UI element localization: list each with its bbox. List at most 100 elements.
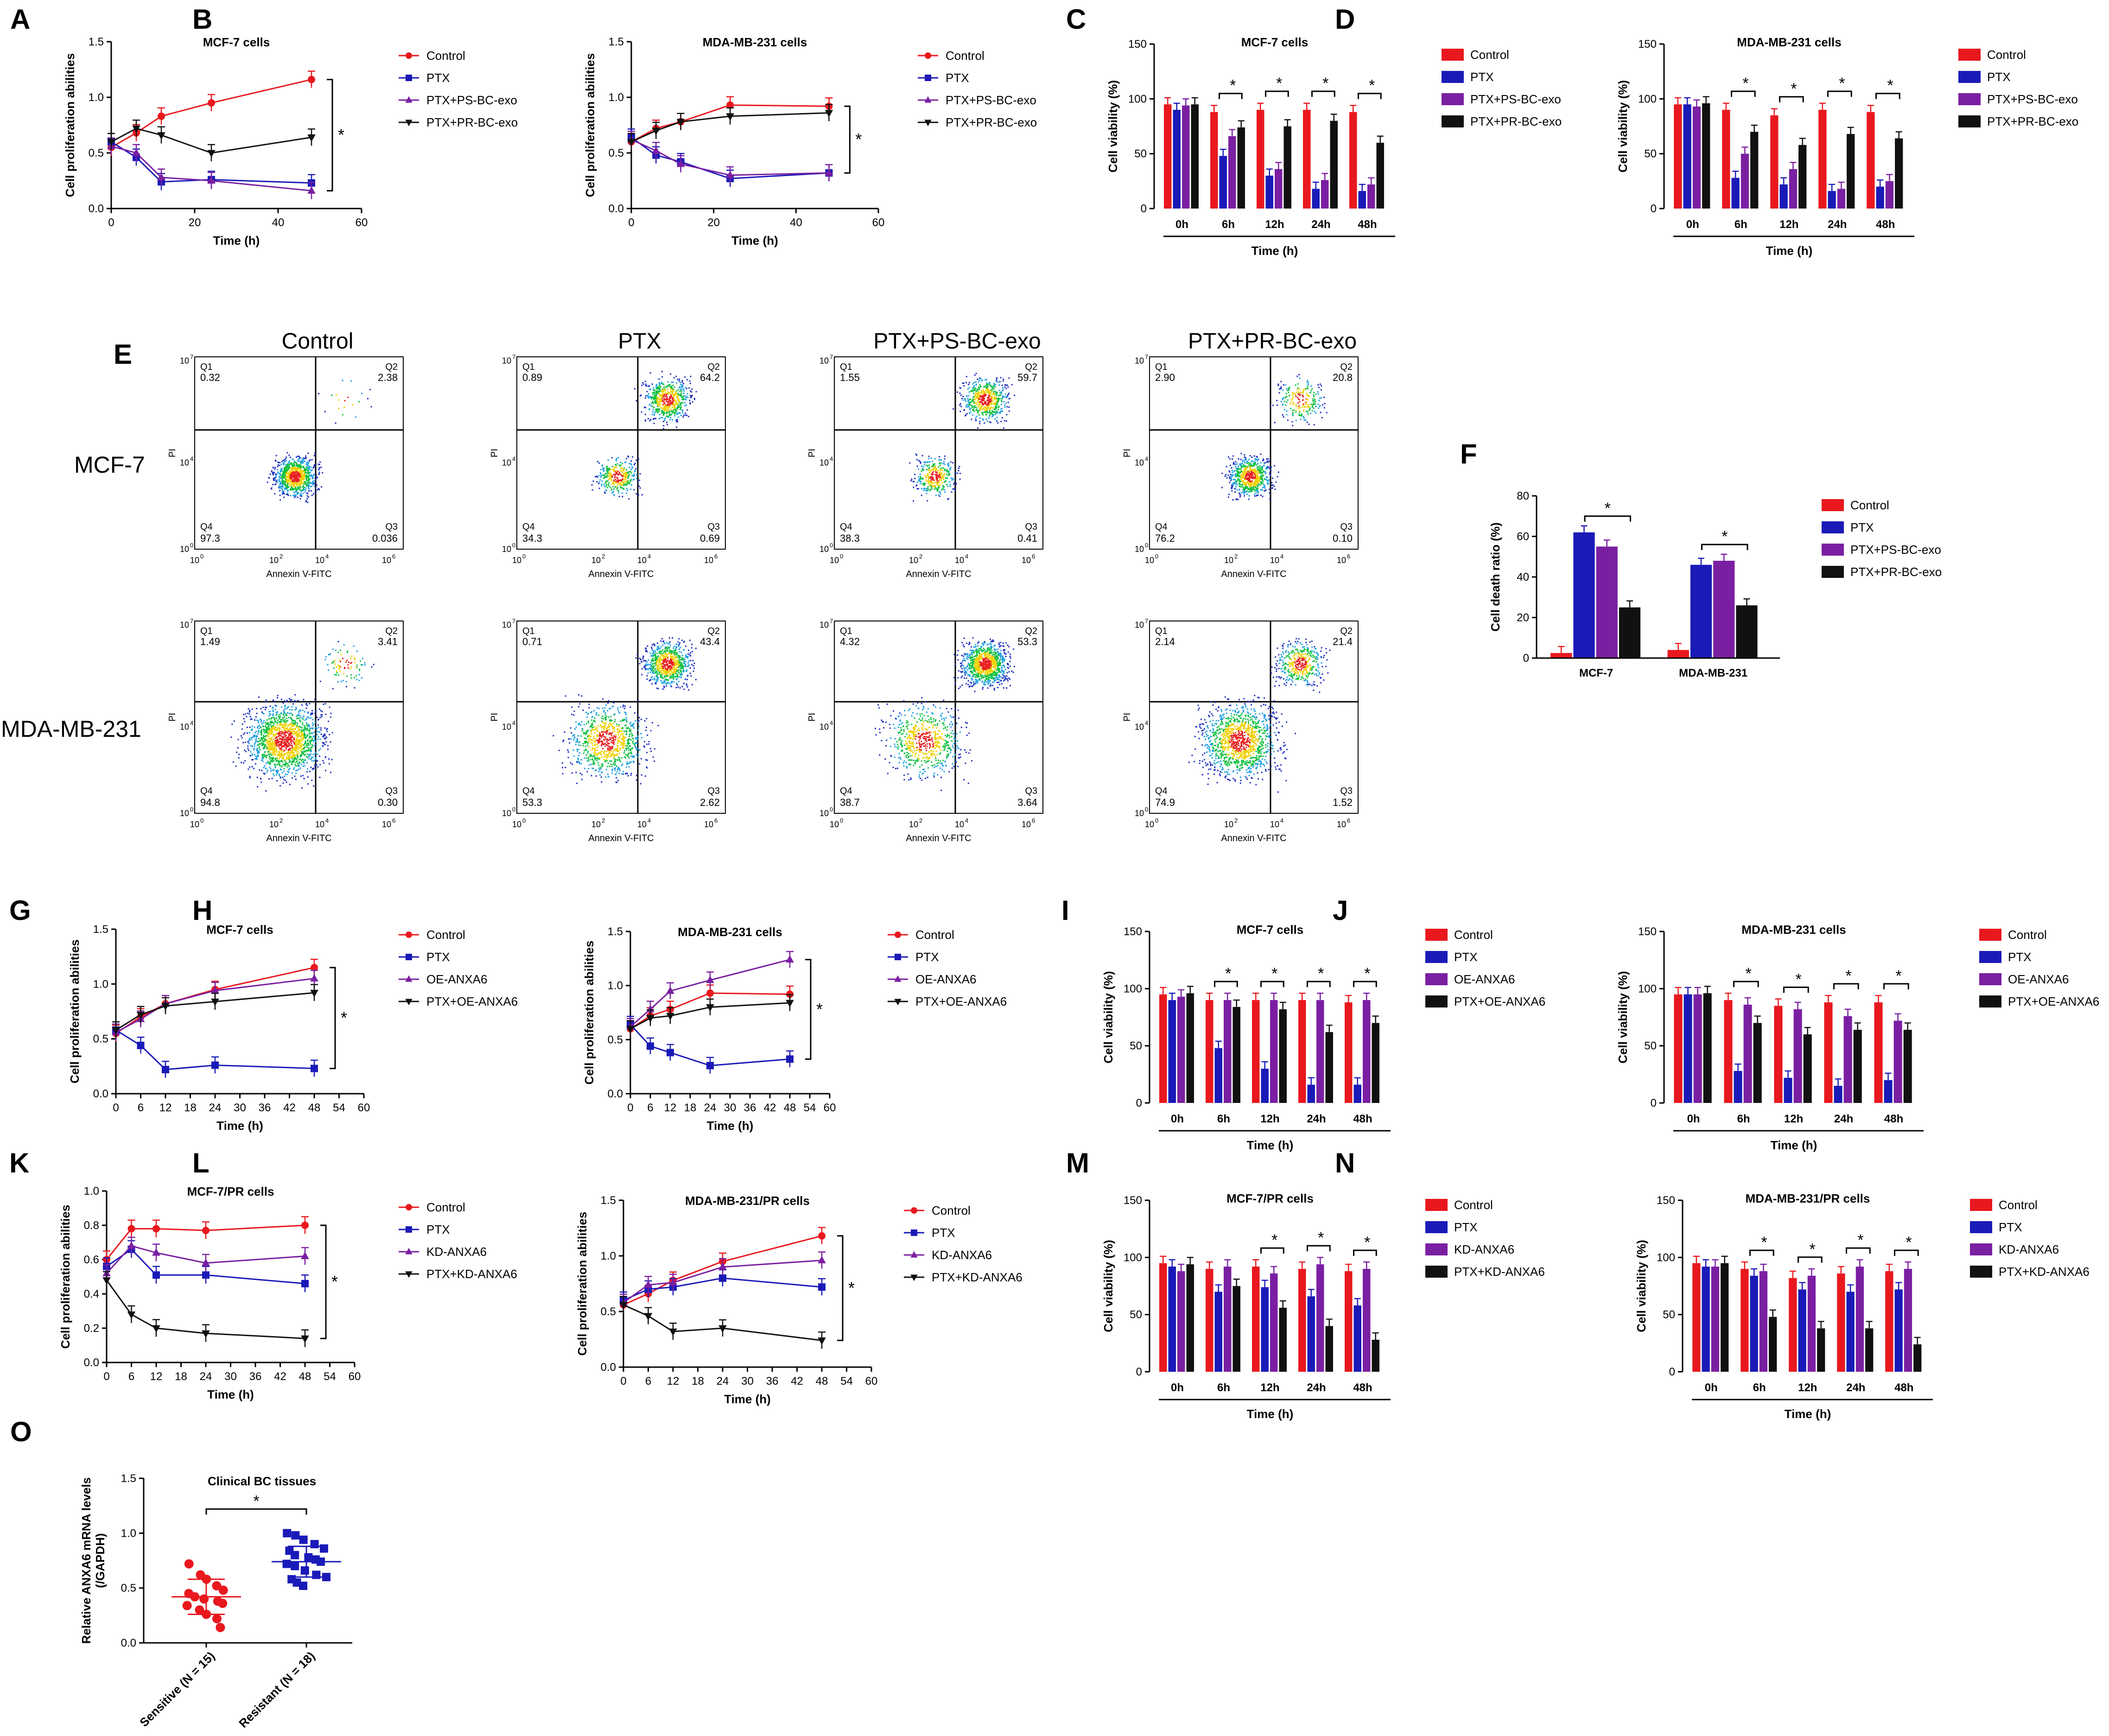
event-dot	[611, 480, 613, 482]
event-dot	[657, 408, 659, 410]
event-dot	[684, 405, 686, 407]
chart-title: MCF-7/PR cells	[1226, 1191, 1314, 1205]
event-dot	[982, 399, 984, 401]
event-dot	[290, 484, 292, 486]
legend-entry: Control	[1470, 48, 1509, 62]
bar	[1321, 180, 1329, 209]
event-dot	[1304, 406, 1306, 408]
event-dot	[664, 390, 666, 392]
event-dot	[304, 475, 305, 477]
event-dot	[949, 485, 951, 487]
event-dot	[1232, 472, 1233, 474]
event-dot	[1243, 493, 1245, 495]
bar	[1692, 106, 1701, 209]
event-dot	[664, 403, 666, 405]
event-dot	[1230, 480, 1232, 482]
event-dot	[927, 474, 929, 475]
event-dot	[608, 482, 610, 484]
event-dot	[677, 406, 679, 408]
event-dot	[318, 467, 320, 469]
event-dot	[295, 468, 297, 469]
event-dot	[1271, 477, 1273, 479]
event-dot	[680, 414, 682, 416]
event-dot	[675, 400, 677, 402]
event-dot	[1319, 405, 1321, 407]
event-dot	[299, 457, 300, 459]
event-dot	[987, 390, 989, 392]
event-dot	[297, 488, 299, 490]
event-dot	[927, 488, 929, 490]
event-dot	[1257, 480, 1258, 482]
y-tick-label: 60	[1517, 531, 1529, 543]
legend-swatch	[1822, 566, 1844, 578]
event-dot	[1264, 471, 1266, 473]
quadrant-value: 59.7	[1017, 372, 1037, 383]
event-dot	[1262, 487, 1264, 488]
event-dot	[284, 461, 286, 463]
event-dot	[1257, 466, 1259, 468]
quadrant-value: 0.69	[700, 532, 720, 544]
event-dot	[614, 481, 616, 483]
event-dot	[1302, 392, 1304, 393]
event-dot	[1259, 473, 1261, 475]
event-dot	[929, 481, 931, 482]
bar	[1363, 1269, 1371, 1372]
data-point	[211, 998, 219, 1006]
event-dot	[301, 473, 303, 475]
event-dot	[630, 463, 632, 465]
event-dot	[606, 480, 608, 482]
event-dot	[617, 457, 619, 459]
event-dot	[1006, 384, 1008, 386]
legend-entry: PTX	[1470, 70, 1494, 84]
event-dot	[1243, 465, 1245, 467]
event-dot	[1267, 458, 1269, 460]
event-dot	[1260, 475, 1262, 477]
event-dot	[928, 467, 930, 469]
event-dot	[675, 408, 677, 410]
plot-frame	[516, 356, 726, 550]
event-dot	[1244, 462, 1246, 464]
event-dot	[1002, 410, 1004, 412]
x-tick-label: 18	[184, 1102, 197, 1114]
bar	[1903, 1030, 1912, 1103]
y-tick-label: 10	[819, 545, 829, 554]
event-dot	[673, 405, 675, 407]
bar	[1257, 110, 1264, 209]
data-point	[152, 1248, 160, 1256]
event-dot	[1296, 391, 1297, 393]
event-dot	[292, 458, 294, 460]
event-dot	[1262, 480, 1264, 482]
x-tick-label: 24h	[1307, 1381, 1326, 1394]
event-dot	[663, 405, 665, 407]
event-dot	[979, 421, 981, 423]
event-dot	[300, 472, 302, 474]
event-dot	[602, 464, 603, 466]
x-axis-label: Time (h)	[1771, 1138, 1817, 1152]
event-dot	[1235, 468, 1237, 469]
event-dot	[914, 478, 916, 480]
tick-exponent: 2	[919, 553, 922, 560]
event-dot	[934, 463, 936, 465]
event-dot	[619, 473, 621, 475]
event-dot	[296, 469, 298, 471]
event-dot	[617, 473, 619, 475]
data-point	[726, 171, 734, 178]
event-dot	[661, 407, 663, 409]
event-dot	[979, 384, 981, 386]
event-dot	[1229, 458, 1231, 460]
event-dot	[1248, 472, 1250, 474]
event-dot	[912, 500, 914, 502]
event-dot	[945, 469, 947, 471]
event-dot	[938, 487, 940, 489]
legend-swatch	[1958, 71, 1981, 83]
legend-swatch	[1822, 521, 1844, 533]
event-dot	[1239, 483, 1241, 485]
event-dot	[662, 412, 664, 414]
event-dot	[1258, 479, 1260, 481]
bar	[1741, 153, 1749, 209]
event-dot	[1243, 487, 1245, 489]
event-dot	[1238, 471, 1240, 473]
event-dot	[285, 488, 286, 490]
event-dot	[998, 412, 1000, 413]
event-dot	[286, 473, 288, 475]
